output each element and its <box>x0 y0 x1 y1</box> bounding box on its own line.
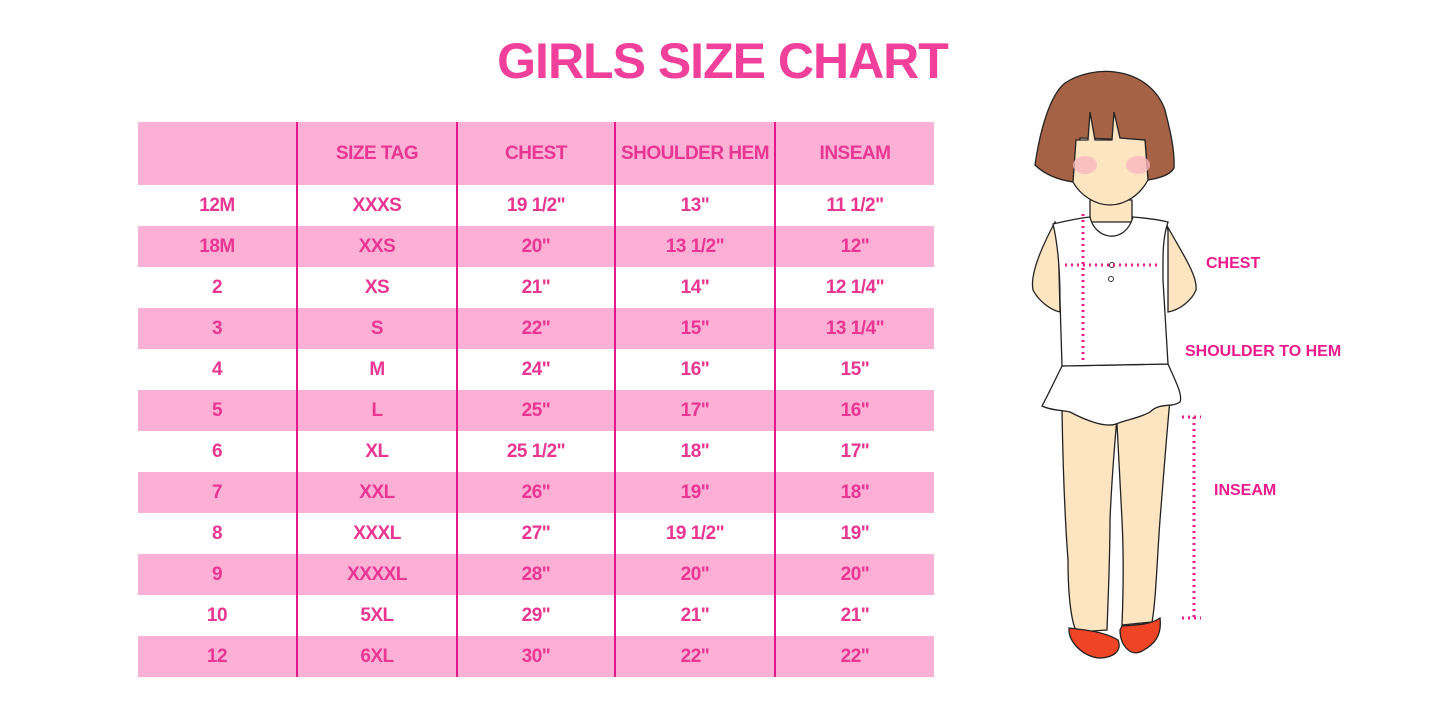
table-cell: 6 <box>138 431 297 472</box>
table-cell: 25 1/2" <box>456 431 615 472</box>
table-cell: 29" <box>456 595 615 636</box>
table-cell: 18M <box>138 226 297 267</box>
table-cell: 7 <box>138 472 297 513</box>
table-cell: 2 <box>138 267 297 308</box>
table-cell: 12 1/4" <box>774 267 934 308</box>
table-row: 2 XS 21" 14" 12 1/4" <box>138 267 934 308</box>
table-cell: 5 <box>138 390 297 431</box>
inseam-label: INSEAM <box>1214 482 1277 499</box>
table-cell: 13 1/2" <box>614 226 775 267</box>
right-leg <box>1115 399 1171 626</box>
left-shoe <box>1068 627 1120 659</box>
table-cell: 21" <box>774 595 934 636</box>
table-cell: 11 1/2" <box>774 185 934 226</box>
table-row: 6 XL 25 1/2" 18" 17" <box>138 431 934 472</box>
table-cell: S <box>296 308 457 349</box>
table-cell: 3 <box>138 308 297 349</box>
table-cell: M <box>296 349 457 390</box>
size-table: SIZE TAG CHEST SHOULDER HEM INSEAM 12M XX… <box>138 122 934 677</box>
face <box>1072 111 1149 206</box>
table-cell: 15" <box>614 308 775 349</box>
table-row: 8 XXXL 27" 19 1/2" 19" <box>138 513 934 554</box>
table-cell: 12M <box>138 185 297 226</box>
table-cell: 19 1/2" <box>614 513 775 554</box>
table-cell: 21" <box>614 595 775 636</box>
table-cell: 13" <box>614 185 775 226</box>
table-cell: 20" <box>774 554 934 595</box>
table-cell: 13 1/4" <box>774 308 934 349</box>
table-cell: 14" <box>614 267 775 308</box>
table-cell: 25" <box>456 390 615 431</box>
chest-label: CHEST <box>1206 255 1261 272</box>
left-arm <box>1031 220 1061 313</box>
table-row: 9 XXXXL 28" 20" 20" <box>138 554 934 595</box>
table-cell: XXXL <box>296 513 457 554</box>
left-leg <box>1061 404 1119 633</box>
table-cell: XS <box>296 267 457 308</box>
table-cell: 18" <box>774 472 934 513</box>
right-arm <box>1164 221 1197 313</box>
right-cheek <box>1126 156 1150 174</box>
right-shoe <box>1119 616 1161 654</box>
table-cell: 18" <box>614 431 775 472</box>
shoulder-to-hem-label: SHOULDER TO HEM <box>1185 343 1342 360</box>
table-cell: 4 <box>138 349 297 390</box>
table-cell: 20" <box>614 554 775 595</box>
table-cell: 5XL <box>296 595 457 636</box>
table-cell: 30" <box>456 636 615 677</box>
table-cell: XXL <box>296 472 457 513</box>
table-cell: 12 <box>138 636 297 677</box>
table-cell: 24" <box>456 349 615 390</box>
ruffle-skirt <box>1041 363 1182 426</box>
table-row: 3 S 22" 15" 13 1/4" <box>138 308 934 349</box>
table-cell: 21" <box>456 267 615 308</box>
table-cell: 16" <box>614 349 775 390</box>
table-row: 12M XXXS 19 1/2" 13" 11 1/2" <box>138 185 934 226</box>
header-cell: INSEAM <box>774 122 934 185</box>
table-row: 4 M 24" 16" 15" <box>138 349 934 390</box>
table-cell: 19" <box>614 472 775 513</box>
table-cell: XL <box>296 431 457 472</box>
table-cell: 27" <box>456 513 615 554</box>
table-cell: 20" <box>456 226 615 267</box>
page-title: GIRLS SIZE CHART <box>497 33 949 89</box>
table-cell: 28" <box>456 554 615 595</box>
table-cell: 19" <box>774 513 934 554</box>
table-cell: 9 <box>138 554 297 595</box>
left-cheek <box>1073 156 1097 174</box>
table-row: 7 XXL 26" 19" 18" <box>138 472 934 513</box>
table-cell: 19 1/2" <box>456 185 615 226</box>
table-cell: 17" <box>774 431 934 472</box>
table-cell: 10 <box>138 595 297 636</box>
table-row: 10 5XL 29" 21" 21" <box>138 595 934 636</box>
table-row: 18M XXS 20" 13 1/2" 12" <box>138 226 934 267</box>
table-cell: XXXXL <box>296 554 457 595</box>
table-cell: XXXS <box>296 185 457 226</box>
header-cell: SHOULDER HEM <box>614 122 775 185</box>
table-header-row: SIZE TAG CHEST SHOULDER HEM INSEAM <box>138 122 934 185</box>
shirt <box>1052 216 1169 367</box>
table-cell: L <box>296 390 457 431</box>
header-cell <box>138 122 297 185</box>
table-cell: 12" <box>774 226 934 267</box>
header-cell: CHEST <box>456 122 615 185</box>
table-cell: 22" <box>774 636 934 677</box>
shirt-button <box>1108 276 1114 282</box>
table-row: 12 6XL 30" 22" 22" <box>138 636 934 677</box>
table-cell: 26" <box>456 472 615 513</box>
hair <box>1034 70 1175 183</box>
table-cell: 22" <box>614 636 775 677</box>
header-cell: SIZE TAG <box>296 122 457 185</box>
table-cell: 8 <box>138 513 297 554</box>
table-cell: XXS <box>296 226 457 267</box>
table-cell: 15" <box>774 349 934 390</box>
table-cell: 16" <box>774 390 934 431</box>
table-cell: 22" <box>456 308 615 349</box>
table-row: 5 L 25" 17" 16" <box>138 390 934 431</box>
table-cell: 6XL <box>296 636 457 677</box>
table-cell: 17" <box>614 390 775 431</box>
